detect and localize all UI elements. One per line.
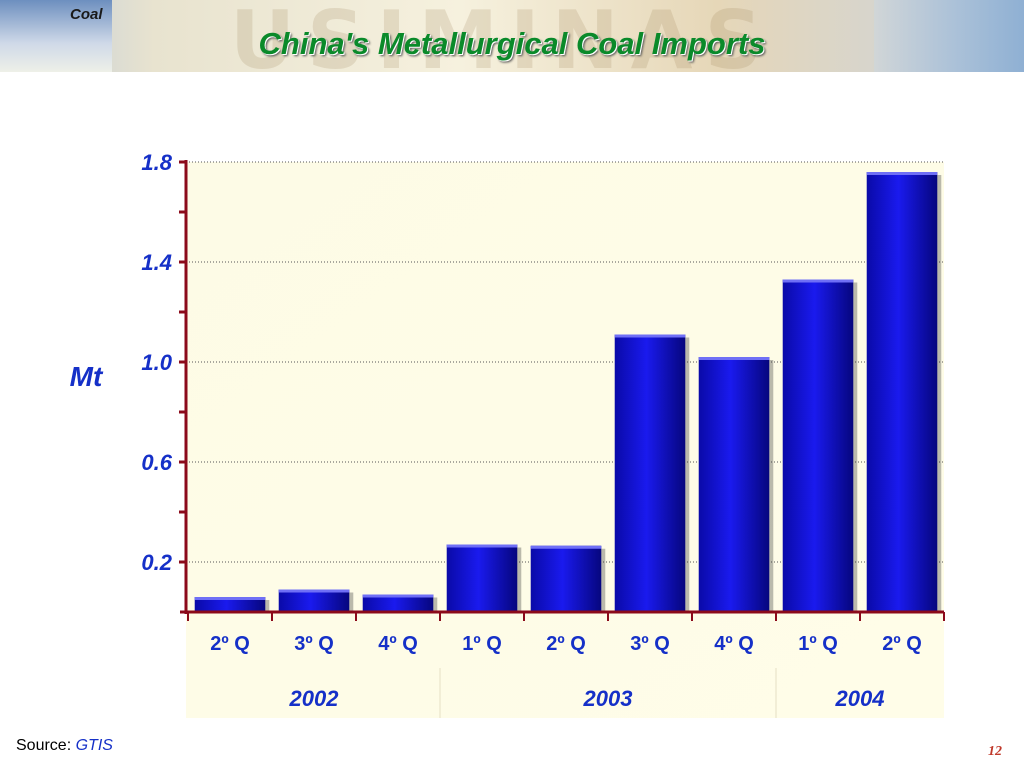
bar-cap [278,589,350,593]
bar [278,589,350,612]
year-group-label: 2002 [289,686,340,711]
x-tick-label: 2º Q [882,633,922,655]
x-tick-label: 4º Q [714,633,754,655]
page-number: 12 [988,744,1002,759]
banner-watermark: USIMINAS [230,0,775,72]
header-banner: USIMINAS [0,0,1024,72]
page-title: China's Metallurgical Coal Imports [258,26,766,61]
bar [698,357,770,612]
x-tick-label: 2º Q [210,633,250,655]
x-tick-label: 3º Q [294,633,334,655]
x-tick-label: 1º Q [798,633,838,655]
bar-cap [866,172,938,175]
y-tick-label: 0.6 [141,450,172,475]
y-tick-label: 1.4 [141,250,172,275]
bar-cap [698,357,770,360]
banner-left-photo [0,0,112,72]
bar-cap [614,334,686,338]
bar-cap [446,544,518,548]
bar [614,334,686,612]
bar [446,544,518,612]
bar [194,597,266,612]
source-name: GTIS [75,737,113,754]
bar-cap [362,594,434,598]
bar [782,279,854,612]
banner-right-photo [874,0,1024,72]
y-tick-label: 1.8 [141,150,172,175]
bar [866,172,938,612]
y-axis-label: Mt [70,361,104,392]
year-group-label: 2004 [835,686,885,711]
x-tick-label: 1º Q [462,633,502,655]
y-tick-label: 0.2 [141,550,172,575]
x-tick-label: 2º Q [546,633,586,655]
year-group-label: 2003 [583,686,633,711]
source-note: Source: GTIS [16,737,113,755]
source-label: Source: [16,737,72,754]
bar [530,545,602,612]
section-tag: Coal [70,6,103,23]
bar-cap [782,279,854,283]
bar-cap [194,597,266,600]
x-tick-label: 4º Q [378,633,418,655]
bar-cap [530,545,602,549]
y-tick-label: 1.0 [141,350,172,375]
x-tick-label: 3º Q [630,633,670,655]
bar [362,594,434,612]
